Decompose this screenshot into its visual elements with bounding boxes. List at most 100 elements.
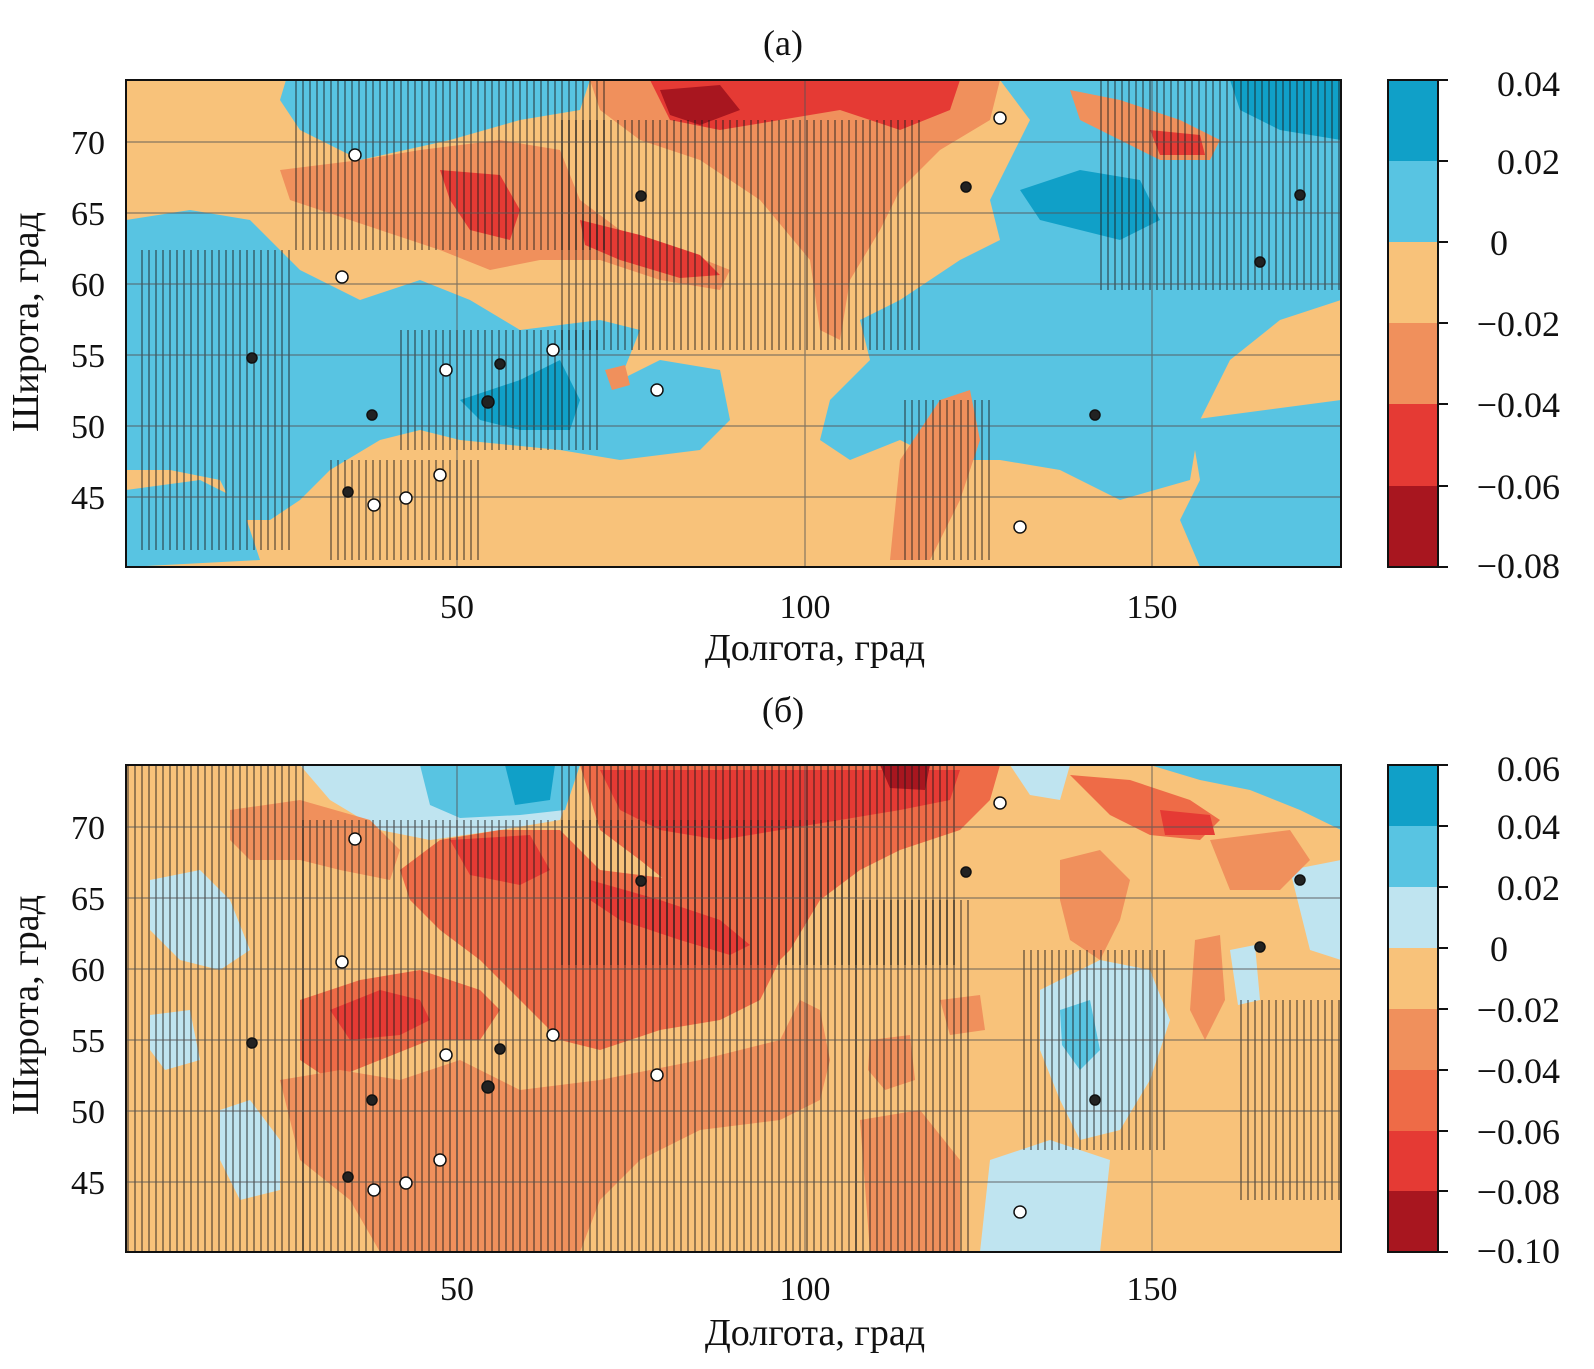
station-marker: [1254, 941, 1266, 953]
panel-b-frame: [125, 764, 1342, 1253]
station-marker: [439, 1048, 453, 1062]
panel-a-y-tick: 55: [71, 338, 105, 375]
panel-b-region-se-light: [980, 1140, 1110, 1252]
colorbar-tick: −0.04: [1477, 1051, 1560, 1091]
station-marker: [246, 1037, 258, 1049]
colorbar-tick: −0.08: [1477, 546, 1560, 586]
panel-b-title: (б): [762, 690, 804, 730]
panel-b-region-ne-light: [1010, 765, 1070, 800]
colorbar-segment: [1388, 887, 1438, 948]
colorbar-tick: −0.02: [1477, 304, 1560, 344]
station-marker: [399, 1176, 413, 1190]
station-marker: [366, 1094, 378, 1106]
panel-a-hatching: [140, 80, 1341, 560]
panel-b-region-barents-blue: [420, 765, 580, 818]
station-marker: [650, 383, 664, 397]
panel-a: (a): [5, 23, 1560, 669]
colorbar-tick: −0.06: [1477, 467, 1560, 507]
panel-a-grid: [126, 80, 1341, 567]
panel-b-y-tick: 60: [71, 952, 105, 989]
station-marker: [650, 1068, 664, 1082]
panel-b-map: [126, 765, 1341, 1252]
panel-a-x-tick: 50: [440, 589, 474, 626]
panel-b-region-sakhalin-orange: [1190, 935, 1225, 1040]
station-marker: [993, 796, 1007, 810]
panel-b-region-chukotka-red: [1160, 810, 1215, 835]
colorbar-tick: 0.04: [1497, 807, 1560, 847]
station-marker: [1089, 409, 1101, 421]
station-marker: [433, 468, 447, 482]
panel-b-hatching: [126, 765, 1341, 1252]
panel-b-stations: [246, 796, 1306, 1219]
colorbar-segment: [1388, 486, 1438, 567]
station-marker: [481, 1080, 495, 1094]
station-marker: [342, 486, 354, 498]
panel-b-x-tick: 50: [440, 1271, 474, 1308]
colorbar-segment: [1388, 765, 1438, 826]
panel-b-ylabel: Широта, град: [5, 895, 47, 1115]
station-marker: [546, 343, 560, 357]
panel-a-y-tick: 50: [71, 409, 105, 446]
panel-a-region-small-orange: [605, 365, 630, 390]
panel-a-x-ticks: 50 100 150: [440, 589, 1178, 626]
colorbar-tick: −0.06: [1477, 1112, 1560, 1152]
colorbar-tick: 0.04: [1497, 64, 1560, 104]
station-marker: [960, 181, 972, 193]
colorbar-segment: [1388, 1070, 1438, 1131]
station-marker: [399, 491, 413, 505]
colorbar-tick: 0: [1490, 929, 1508, 969]
colorbar-segment: [1388, 161, 1438, 242]
panel-a-y-tick: 65: [71, 196, 105, 233]
colorbar-segment: [1388, 1131, 1438, 1191]
panel-b-region-barents-deep: [505, 765, 555, 805]
panel-b-xlabel: Долгота, град: [705, 1312, 925, 1354]
station-marker: [993, 111, 1007, 125]
colorbar-segment: [1388, 826, 1438, 887]
station-marker: [348, 148, 362, 162]
colorbar-tick: 0: [1490, 223, 1508, 263]
panel-a-stations: [246, 111, 1306, 534]
panel-a-xlabel: Долгота, град: [705, 627, 925, 669]
colorbar-tick: −0.08: [1477, 1172, 1560, 1212]
station-marker: [1013, 1205, 1027, 1219]
panel-a-y-tick: 45: [71, 480, 105, 517]
colorbar-tick: −0.02: [1477, 990, 1560, 1030]
panel-a-y-tick: 60: [71, 267, 105, 304]
station-marker: [1294, 189, 1306, 201]
station-marker: [348, 832, 362, 846]
station-marker: [494, 358, 506, 370]
colorbar-tick: 0.02: [1497, 142, 1560, 182]
colorbar-segment: [1388, 1009, 1438, 1070]
panel-a-frame: [125, 79, 1342, 568]
station-marker: [960, 866, 972, 878]
station-marker: [1254, 256, 1266, 268]
colorbar-tick: 0.06: [1497, 749, 1560, 789]
panel-b-y-ticks: 45 50 55 60 65 70: [71, 810, 105, 1202]
station-marker: [335, 270, 349, 284]
panel-b-region-small-light: [1230, 945, 1260, 1005]
panel-a-region-se-blue: [1180, 400, 1341, 567]
panel-b-y-tick: 70: [71, 810, 105, 847]
colorbar-segment: [1388, 1191, 1438, 1252]
panel-b-colorbar: 0.06 0.04 0.02 0 −0.02 −0.04 −0.06 −0.08…: [1387, 749, 1560, 1271]
panel-a-x-tick: 150: [1127, 589, 1178, 626]
panel-b-y-tick: 65: [71, 881, 105, 918]
station-marker: [1089, 1094, 1101, 1106]
panel-b-y-tick: 50: [71, 1094, 105, 1131]
panel-a-region-taimyr-dark: [660, 85, 740, 125]
panel-b-y-tick: 55: [71, 1023, 105, 1060]
panel-b-x-ticks: 50 100 150: [440, 1271, 1178, 1308]
station-marker: [546, 1028, 560, 1042]
colorbar-tick: −0.10: [1477, 1231, 1560, 1271]
station-marker: [367, 1183, 381, 1197]
panel-b-region-yakut-orange: [1060, 850, 1130, 960]
station-marker: [1013, 520, 1027, 534]
colorbar-segment: [1388, 80, 1438, 161]
colorbar-segment: [1388, 948, 1438, 1009]
station-marker: [342, 1171, 354, 1183]
panel-a-title: (a): [763, 23, 803, 63]
station-marker: [335, 955, 349, 969]
station-marker: [635, 875, 647, 887]
colorbar-tick: 0.02: [1497, 868, 1560, 908]
